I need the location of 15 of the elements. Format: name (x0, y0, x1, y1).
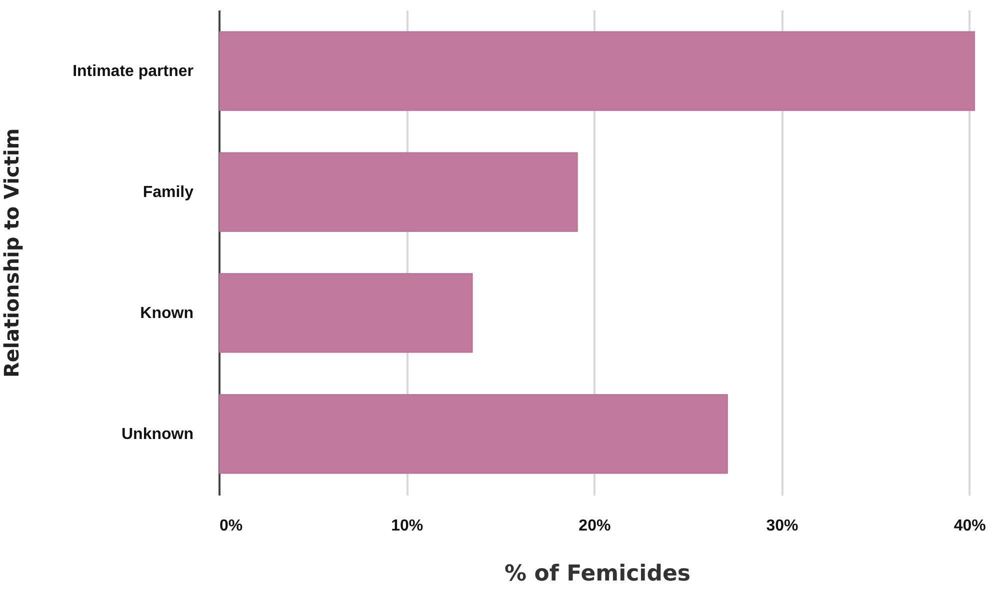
y-tick-label: Family (142, 184, 194, 202)
x-axis-title: % of Femicides (504, 562, 690, 586)
bar (219, 152, 578, 232)
y-tick-label: Intimate partner (72, 63, 194, 80)
x-tick-label: 40% (954, 518, 986, 534)
x-tick-label: 20% (578, 518, 611, 534)
bar (219, 394, 728, 474)
x-tick-label: 30% (766, 518, 798, 534)
y-tick-label: Known (140, 304, 194, 322)
bar (219, 273, 473, 353)
y-tick-label: Unknown (122, 426, 194, 443)
bar (219, 31, 975, 111)
y-axis-title: Relationship to Victim (0, 128, 24, 378)
x-tick-label: 0% (220, 518, 243, 534)
x-tick-label: 10% (391, 518, 424, 534)
